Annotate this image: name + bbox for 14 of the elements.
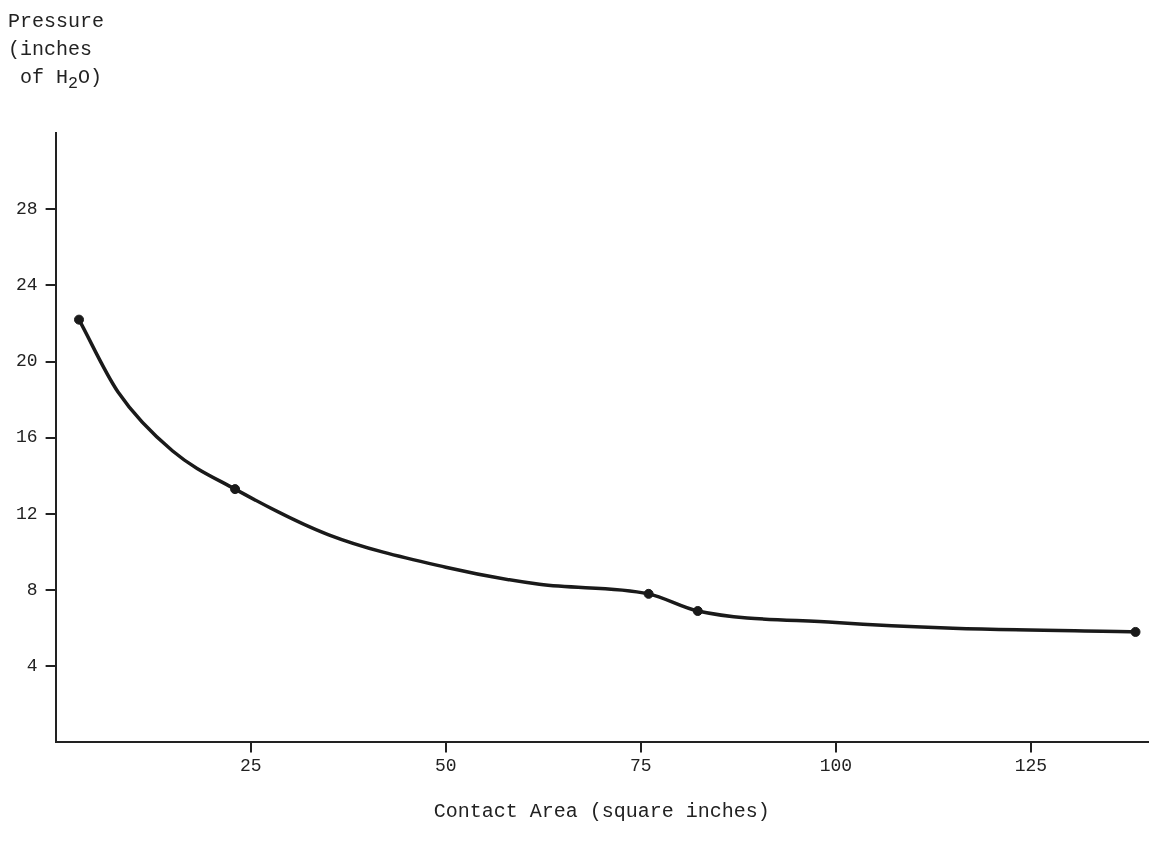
y-tick-label: 28 xyxy=(15,198,38,219)
x-tick-label: 50 xyxy=(434,755,457,776)
y-axis-title: Pressure (inches of H$_{2}$O) xyxy=(8,9,105,95)
x-tick-label: 100 xyxy=(819,755,853,776)
x-axis-title: Contact Area (square inches) xyxy=(433,800,770,824)
y-tick-label: 12 xyxy=(15,503,38,524)
x-tick-label: 125 xyxy=(1014,755,1048,776)
x-tick-label: 25 xyxy=(239,755,262,776)
y-tick-label: 24 xyxy=(15,275,38,296)
y-tick-label: 16 xyxy=(15,427,38,448)
y-tick-label: 20 xyxy=(15,351,38,372)
y-tick-label: 4 xyxy=(26,655,38,676)
x-tick-label: 75 xyxy=(630,755,652,776)
y-tick-label: 8 xyxy=(26,579,38,600)
